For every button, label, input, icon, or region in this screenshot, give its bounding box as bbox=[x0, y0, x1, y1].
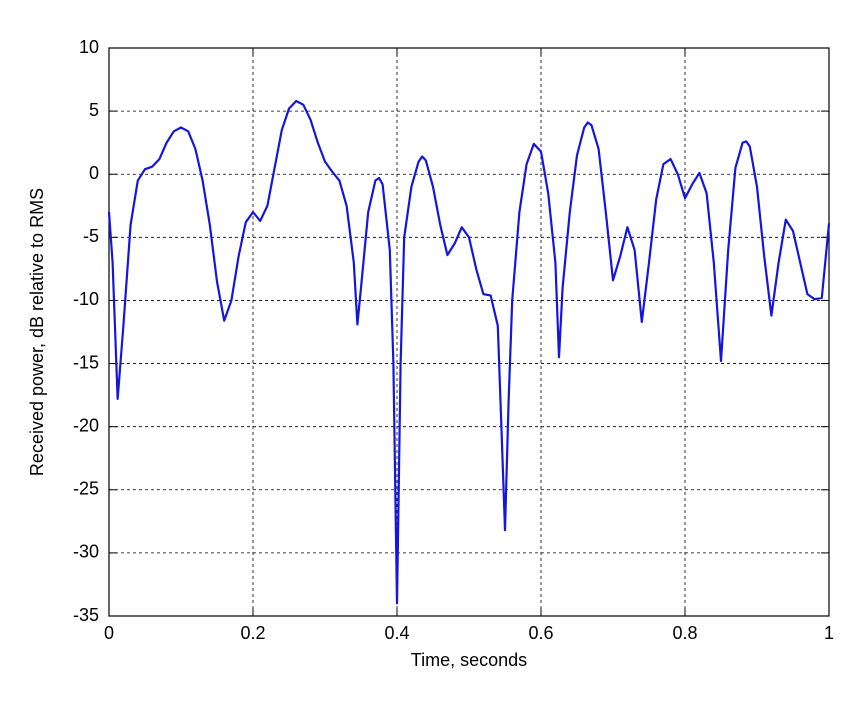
x-tick-label: 0.6 bbox=[528, 623, 553, 643]
x-axis-label: Time, seconds bbox=[411, 650, 527, 670]
y-tick-label: -10 bbox=[73, 289, 99, 309]
y-tick-label: -35 bbox=[73, 605, 99, 625]
y-tick-label: -5 bbox=[83, 226, 99, 246]
plot-frame bbox=[108, 47, 830, 617]
x-tick-label: 0.8 bbox=[672, 623, 697, 643]
y-tick-label: -15 bbox=[73, 352, 99, 372]
y-tick-label: -20 bbox=[73, 415, 99, 435]
x-tick-label: 0.4 bbox=[384, 623, 409, 643]
y-axis-label: Received power, dB relative to RMS bbox=[27, 188, 47, 476]
y-tick-label: 0 bbox=[89, 163, 99, 183]
data-line bbox=[107, 99, 831, 605]
y-tick-label: -30 bbox=[73, 542, 99, 562]
y-tick-label: 5 bbox=[89, 100, 99, 120]
y-tick-label: -25 bbox=[73, 479, 99, 499]
y-tick-label: 10 bbox=[79, 37, 99, 57]
x-tick-label: 0 bbox=[104, 623, 114, 643]
x-tick-label: 1 bbox=[824, 623, 834, 643]
x-tick-label: 0.2 bbox=[240, 623, 265, 643]
